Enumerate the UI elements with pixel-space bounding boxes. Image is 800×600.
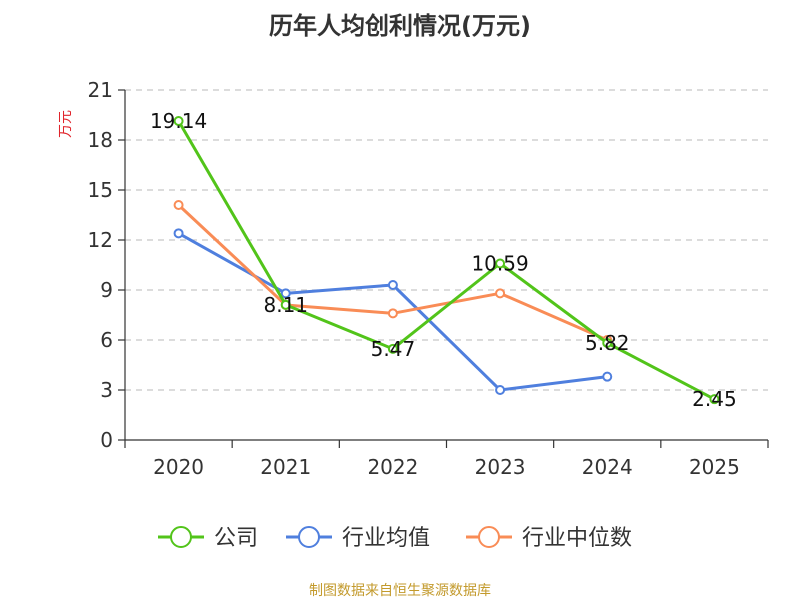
data-point [495, 385, 506, 395]
data-point [495, 288, 506, 299]
data-label: 19.14 [150, 109, 207, 133]
legend-item-2[interactable]: 行业中位数 [466, 526, 632, 551]
y-tick-label: 3 [100, 378, 113, 402]
series-lines [173, 116, 720, 405]
source-note: 制图数据来自恒生聚源数据库 [309, 583, 491, 599]
legend-item-1[interactable]: 行业均值 [286, 526, 430, 551]
legend-swatch-marker [298, 526, 320, 548]
data-point [387, 343, 398, 354]
data-point [387, 280, 398, 290]
y-tick-label: 12 [88, 228, 113, 252]
y-tick-label: 15 [88, 178, 113, 202]
legend-label: 行业均值 [342, 526, 430, 551]
data-label: 8.11 [263, 293, 308, 317]
series-line-2 [177, 203, 608, 342]
grid-lines [125, 89, 768, 391]
data-point [280, 288, 291, 299]
data-label: 10.59 [471, 252, 528, 276]
y-tick-label: 6 [100, 328, 113, 352]
y-tick-label: 18 [88, 128, 113, 152]
y-tick-label: 9 [100, 278, 113, 302]
legend[interactable]: 公司 行业均值 行业中位数 [158, 526, 632, 551]
x-tick-label: 2024 [582, 455, 633, 479]
legend-label: 公司 [214, 526, 258, 551]
data-point [173, 116, 184, 126]
x-tick-label: 2020 [153, 455, 204, 479]
x-tick-label: 2023 [475, 455, 526, 479]
y-axis-label: 万元 [58, 110, 74, 138]
data-label: 5.82 [585, 331, 630, 355]
legend-swatch-marker [170, 526, 192, 548]
x-tick-label: 2022 [367, 455, 418, 479]
x-tick-label: 2021 [260, 455, 311, 479]
data-label: 5.47 [371, 337, 416, 361]
data-point [280, 299, 291, 310]
y-tick-label: 21 [88, 78, 113, 102]
data-labels: 19.14 8.11 5.47 10.59 5.82 2.45 [150, 109, 737, 411]
data-point [602, 338, 613, 348]
data-point [709, 394, 720, 405]
data-point [602, 371, 613, 382]
axes: 0 3 6 9 12 15 18 21 2020 2021 2022 2023 2024 2025 [88, 78, 769, 479]
data-point [387, 308, 398, 319]
series-line-0 [177, 120, 716, 401]
data-point [173, 228, 184, 239]
chart-title: 历年人均创利情况(万元) [269, 12, 531, 40]
x-tick-label: 2025 [689, 455, 740, 479]
data-point [495, 258, 506, 269]
legend-label: 行业中位数 [522, 526, 632, 551]
legend-swatch-marker [478, 526, 500, 548]
legend-item-0[interactable]: 公司 [158, 526, 258, 551]
data-point [173, 200, 184, 210]
y-tick-label: 0 [100, 428, 113, 452]
data-label: 2.45 [692, 387, 737, 411]
